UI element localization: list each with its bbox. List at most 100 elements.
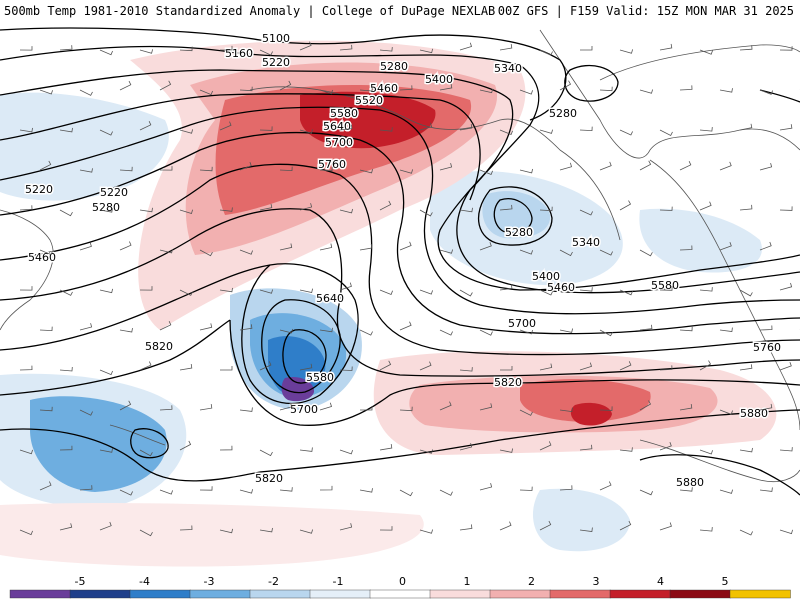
wind-barb: [179, 289, 193, 296]
wind-barb: [419, 361, 432, 371]
wind-barb: [779, 529, 793, 535]
wind-barb: [719, 88, 733, 93]
contour-label: 5280: [505, 226, 533, 239]
wind-barb: [539, 363, 553, 371]
height-contours: [0, 27, 800, 496]
contour-label: 5460: [370, 82, 398, 95]
colorbar-tick-label: 0: [399, 575, 406, 588]
colorbar-swatch: [189, 589, 251, 599]
wind-barb: [739, 364, 753, 371]
contour-label: 5280: [92, 201, 120, 214]
wind-barb: [359, 168, 373, 174]
wind-barb: [59, 45, 73, 51]
colorbar-swatch: [129, 589, 191, 599]
wind-barb: [719, 489, 733, 494]
wind-barb: [39, 249, 53, 256]
wind-barb: [139, 286, 153, 291]
wind-barb: [459, 443, 473, 451]
colorbar-tick-label: -2: [268, 575, 279, 588]
wind-barb: [239, 161, 252, 171]
wind-barb: [379, 127, 393, 132]
wind-barb: [239, 249, 253, 255]
wind-barb: [59, 127, 73, 133]
wind-barb: [419, 289, 433, 295]
wind-barb: [379, 47, 393, 52]
wind-barb: [339, 282, 352, 291]
contour-label: 5640: [316, 292, 344, 305]
wind-barb: [459, 124, 473, 131]
wind-barb: [500, 366, 513, 371]
wind-barb: [779, 447, 793, 452]
contour-label: 5880: [676, 476, 704, 489]
wind-barb: [579, 444, 593, 451]
contour-label: 5280: [549, 107, 577, 120]
colorbar-tick-label: 5: [722, 575, 729, 588]
colorbar-swatch: [669, 589, 731, 599]
wind-barb: [579, 209, 593, 216]
wind-barb: [239, 324, 253, 331]
wind-barb: [759, 403, 773, 411]
wind-barb: [659, 206, 673, 211]
wind-barb: [379, 289, 393, 296]
wind-barb: [359, 488, 373, 493]
wind-barb: [439, 83, 453, 91]
wind-barb: [639, 89, 653, 94]
wind-barb: [539, 49, 553, 56]
wind-barb: [399, 406, 413, 412]
wind-barb: [619, 361, 632, 371]
wind-barb: [499, 44, 513, 51]
map-title: 500mb Temp 1981-2010 Standardized Anomal…: [4, 4, 496, 18]
wind-barb: [499, 284, 513, 291]
wind-barb: [19, 205, 33, 211]
wind-barb: [519, 486, 533, 491]
wind-barb: [199, 404, 213, 411]
wind-barb: [299, 288, 313, 293]
wind-barb: [99, 521, 112, 531]
wind-barb: [179, 209, 193, 215]
wind-barb: [539, 129, 553, 134]
wind-barb: [459, 42, 473, 51]
colorbar-tick-label: -1: [333, 575, 344, 588]
wind-barb: [259, 449, 273, 457]
wind-barb: [699, 360, 712, 371]
wind-barb: [739, 45, 753, 51]
wind-barb: [379, 444, 393, 451]
wind-barb: [719, 161, 732, 171]
colorbar-swatch: [429, 589, 491, 599]
wind-barb: [139, 207, 153, 213]
wind-barb: [719, 327, 733, 332]
wind-barb: [119, 400, 132, 411]
wind-barb: [559, 249, 573, 257]
wind-barb: [399, 321, 412, 331]
wind-barb: [319, 402, 333, 411]
wind-barb: [519, 409, 533, 416]
wind-barb: [479, 483, 493, 491]
wind-barb: [259, 527, 273, 533]
wind-barb: [659, 442, 672, 451]
contour-label: 5160: [225, 47, 253, 60]
wind-barb: [579, 126, 593, 132]
wind-barb: [19, 529, 33, 536]
wind-barb: [579, 362, 593, 371]
wind-barb: [199, 89, 213, 96]
wind-barb: [299, 529, 313, 534]
contour-label: 5280: [380, 60, 408, 73]
wind-barb: [199, 486, 213, 491]
wind-barb: [39, 406, 53, 412]
wind-barb: [419, 449, 433, 454]
wind-barb: [119, 489, 133, 496]
wind-barb: [559, 485, 573, 491]
wind-barb: [639, 160, 652, 171]
colorbar-tick-label: 1: [464, 575, 471, 588]
colorbar-swatch: [309, 589, 371, 599]
wind-barb: [459, 367, 473, 372]
colorbar: -5 -4 -3 -2 -1 0 1 2 3 4 5: [0, 575, 800, 600]
contour-label: 5340: [572, 236, 600, 249]
wind-barb: [19, 286, 33, 291]
contour-label: 5640: [323, 120, 351, 133]
wind-barb: [599, 86, 613, 92]
wind-barb: [739, 529, 753, 536]
wind-barb: [579, 287, 593, 292]
wind-barb: [99, 208, 113, 213]
